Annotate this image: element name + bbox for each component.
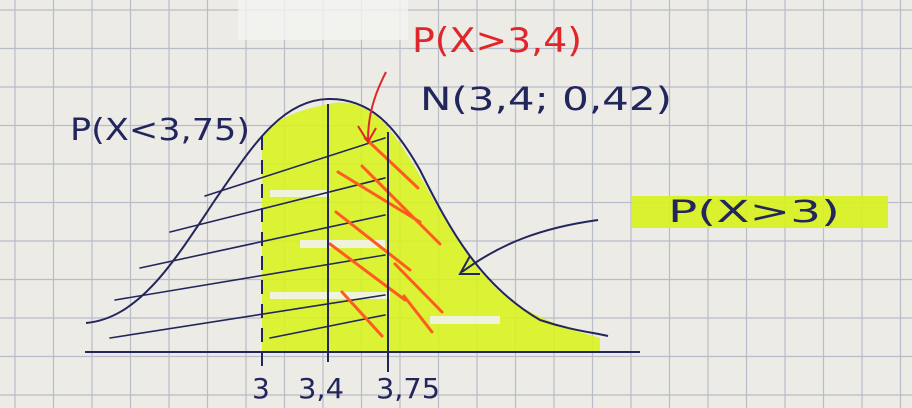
label-p-less-375: P(X<3,75) (70, 113, 250, 148)
tick-label-34: 3,4 (298, 372, 344, 405)
blue-arrow (461, 219, 599, 273)
red-arrowhead (357, 125, 377, 144)
red-arrow (367, 71, 387, 141)
highlighter-gaps (270, 190, 500, 324)
highlight-region (262, 102, 600, 352)
tick-label-3: 3 (252, 372, 270, 405)
normal-curve (85, 97, 609, 337)
label-p-greater-3: P(X>3) (668, 195, 840, 230)
label-highlight (632, 196, 888, 228)
red-hatching (328, 136, 444, 338)
label-distribution: N(3,4; 0,42) (420, 80, 672, 118)
tape-smudge (238, 0, 408, 40)
blue-arrowhead (458, 255, 480, 275)
label-p-greater-34: P(X>3,4) (412, 21, 582, 61)
tick-label-375: 3,75 (376, 372, 440, 405)
